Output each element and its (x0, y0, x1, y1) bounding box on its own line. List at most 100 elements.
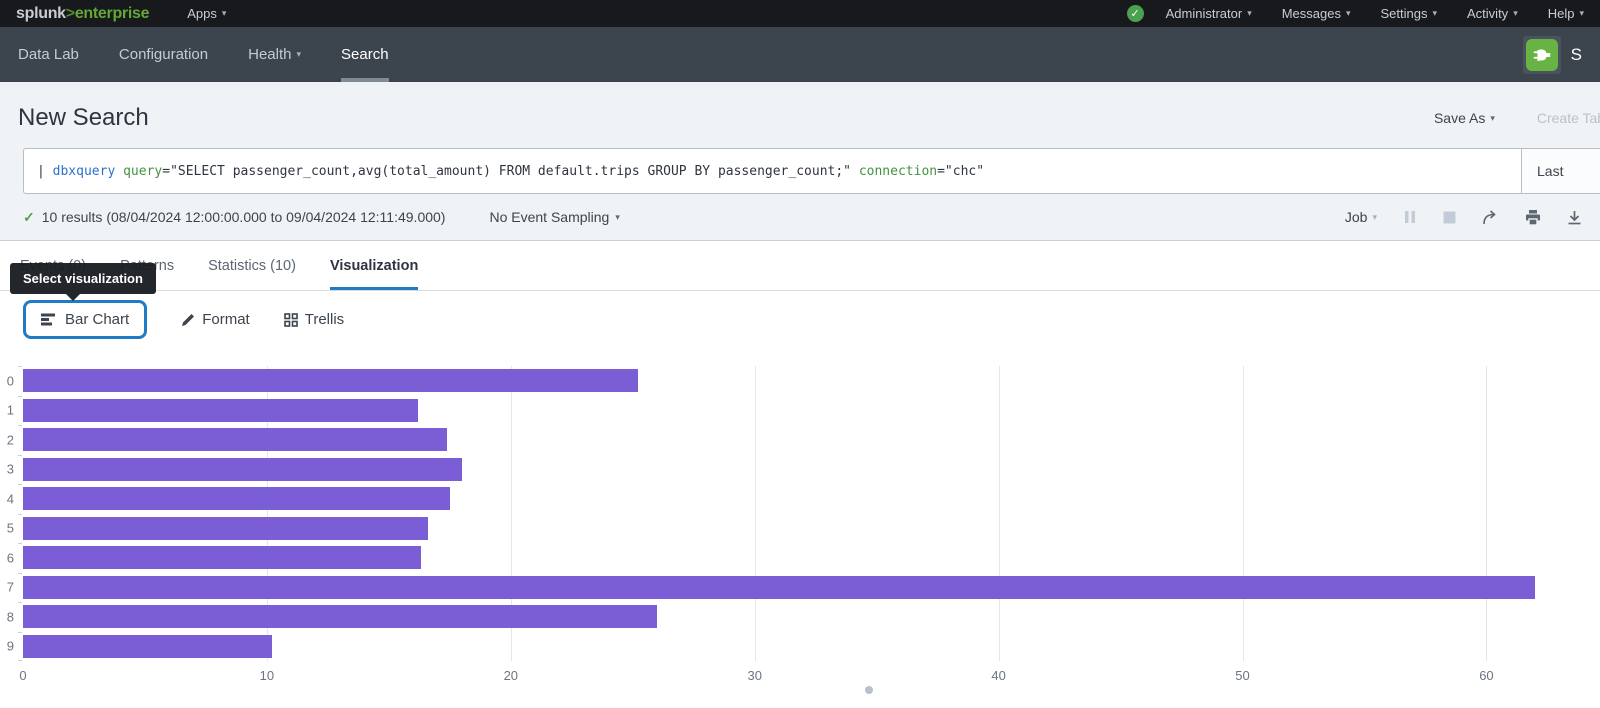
export-icon[interactable] (1567, 210, 1582, 225)
chart-row: 0 (7, 366, 1584, 396)
settings-menu[interactable]: Settings ▾ (1381, 6, 1438, 21)
chart-row: 4 (7, 484, 1584, 514)
search-bar: | dbxquery query ="SELECT passenger_count… (23, 148, 1600, 194)
nav-item-data-lab[interactable]: Data Lab (18, 27, 79, 82)
time-range-picker[interactable]: Last (1521, 149, 1600, 193)
settings-menu-label: Settings (1380, 6, 1428, 21)
bar[interactable] (23, 575, 1536, 599)
stop-icon[interactable] (1443, 211, 1456, 224)
bar-chart: 0 1 2 3 4 5 6 7 8 9 0 10 20 30 40 50 60 (0, 366, 1600, 686)
activity-menu[interactable]: Activity ▾ (1467, 6, 1518, 21)
print-icon[interactable] (1525, 209, 1541, 225)
plug-icon (1525, 38, 1558, 71)
gridline (1486, 366, 1488, 661)
top-bar: splunk > enterprise Apps ▾ ✓ Administrator… (0, 0, 1600, 27)
results-check-icon: ✓ (23, 208, 35, 225)
chart-row: 5 (7, 513, 1584, 544)
trellis-button[interactable]: Trellis (283, 311, 344, 328)
job-menu-label: Job (1344, 209, 1368, 225)
caret-down-icon: ▾ (1490, 112, 1495, 123)
caret-down-icon: ▾ (221, 8, 227, 18)
chart-x-axis: 0 10 20 30 40 50 60 (19, 668, 1584, 686)
bar[interactable] (23, 369, 638, 392)
x-axis-tick-label: 0 (19, 668, 27, 683)
nav-item-label: Data Lab (18, 46, 79, 63)
bar[interactable] (23, 457, 463, 481)
app-nav-bar: Data Lab Configuration Health ▾ Search S (0, 27, 1600, 82)
tab-label: Visualization (329, 257, 419, 274)
y-axis-category-label: 9 (6, 638, 14, 654)
result-tabs: Events (0) Patterns Statistics (10) Visu… (0, 241, 1600, 291)
job-menu[interactable]: Job ▾ (1345, 209, 1377, 225)
nav-item-label: Search (341, 46, 389, 63)
bar[interactable] (23, 546, 421, 569)
select-visualization-tooltip: Select visualization (10, 263, 156, 301)
y-axis-category-label: 1 (6, 402, 14, 418)
tab-statistics[interactable]: Statistics (10) (208, 241, 296, 290)
bar[interactable] (23, 605, 658, 628)
nav-item-label: Health (248, 46, 292, 63)
chart-row: 3 (7, 454, 1584, 485)
nav-item-configuration[interactable]: Configuration (119, 27, 208, 82)
y-axis-category-label: 6 (6, 550, 14, 566)
bar[interactable] (23, 428, 448, 451)
chart-row: 8 (7, 602, 1584, 632)
logo-gt: > (65, 4, 75, 22)
bar-chart-icon (41, 313, 56, 326)
tab-visualization[interactable]: Visualization (329, 241, 419, 290)
db-connect-app-tile[interactable] (1522, 35, 1561, 74)
y-axis-category-label: 5 (6, 520, 14, 536)
tab-label: Statistics (10) (208, 257, 296, 274)
nav-item-search[interactable]: Search (341, 27, 389, 82)
logo-brand: splunk (16, 4, 66, 22)
pause-icon[interactable] (1403, 210, 1417, 224)
bar[interactable] (23, 487, 450, 510)
health-status-icon[interactable]: ✓ (1126, 5, 1144, 22)
chart-plot: 0 1 2 3 4 5 6 7 8 9 (7, 366, 1584, 662)
chart-row: 1 (7, 395, 1584, 426)
y-axis-category-label: 7 (6, 579, 14, 595)
share-icon[interactable] (1482, 209, 1499, 225)
administrator-menu[interactable]: Administrator ▾ (1166, 6, 1252, 21)
nav-item-health[interactable]: Health ▾ (248, 27, 301, 82)
chart-type-button[interactable]: Bar Chart (23, 300, 148, 339)
y-axis-category-label: 2 (6, 432, 14, 448)
query-arg1-key: query (123, 163, 163, 179)
x-axis-tick-label: 40 (991, 668, 1006, 683)
x-axis-tick-label: 10 (259, 668, 275, 683)
app-identity: S (1522, 35, 1582, 74)
event-sampling-label: No Event Sampling (489, 209, 610, 225)
chart-row: 9 (7, 631, 1584, 662)
event-sampling-dropdown[interactable]: No Event Sampling ▾ (489, 209, 619, 225)
pencil-icon (181, 313, 195, 327)
format-label: Format (202, 311, 250, 328)
gridline (1242, 366, 1244, 661)
y-axis-category-label: 8 (6, 609, 14, 625)
search-query-input[interactable]: | dbxquery query ="SELECT passenger_count… (24, 149, 1521, 193)
save-as-button[interactable]: Save As ▾ (1434, 110, 1495, 126)
caret-down-icon: ▾ (1345, 8, 1351, 18)
top-bar-right: ✓ Administrator ▾ Messages ▾ Settings ▾ … (1126, 5, 1584, 22)
messages-menu[interactable]: Messages ▾ (1282, 6, 1351, 21)
gridline (998, 366, 1000, 661)
scroll-indicator-dot (865, 686, 873, 694)
apps-menu-label: Apps (187, 6, 217, 21)
chart-row: 6 (7, 543, 1584, 573)
help-menu[interactable]: Help ▾ (1548, 6, 1584, 21)
bar[interactable] (23, 634, 272, 658)
format-button[interactable]: Format (181, 311, 250, 328)
query-arg2-key: connection (858, 163, 938, 179)
bar[interactable] (23, 398, 419, 422)
messages-menu-label: Messages (1281, 6, 1341, 21)
gridline (510, 366, 512, 661)
apps-menu[interactable]: Apps ▾ (187, 6, 226, 21)
y-axis-category-label: 0 (6, 373, 14, 389)
create-table-button[interactable]: Create Table (1536, 110, 1600, 126)
app-name-partial[interactable]: S (1570, 44, 1582, 64)
query-arg2-value: ="chc" (937, 163, 985, 179)
activity-menu-label: Activity (1467, 6, 1509, 21)
administrator-menu-label: Administrator (1165, 6, 1243, 21)
page-title: New Search (18, 104, 149, 131)
splunk-logo[interactable]: splunk > enterprise (16, 5, 149, 23)
bar[interactable] (23, 516, 428, 540)
